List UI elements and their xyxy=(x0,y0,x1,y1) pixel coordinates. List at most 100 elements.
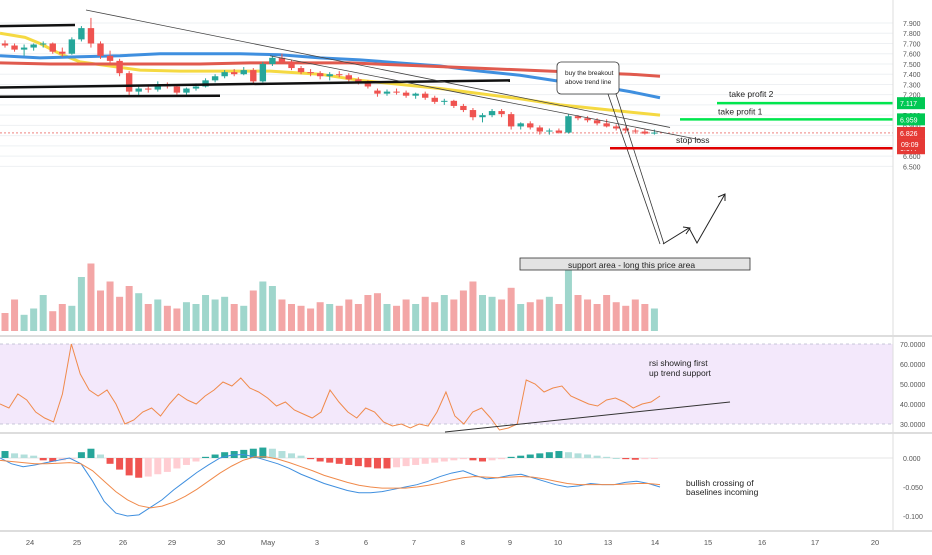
descending-trend-line[interactable] xyxy=(85,9,671,128)
candle-body[interactable] xyxy=(192,86,200,89)
candle-body[interactable] xyxy=(183,88,190,93)
candle-body[interactable] xyxy=(527,123,534,128)
candle-body[interactable] xyxy=(240,70,247,75)
candle-body[interactable] xyxy=(469,110,477,118)
rsi-axis-tick-label: 70.0000 xyxy=(900,342,925,349)
macd-signal-line[interactable] xyxy=(0,456,661,509)
volume-bar xyxy=(68,305,76,331)
volume-bar xyxy=(58,304,66,331)
candle-body[interactable] xyxy=(221,72,228,77)
macd-histogram-bar xyxy=(450,458,458,461)
price-pane[interactable]: buy the breakout above trend line support … xyxy=(0,9,932,337)
support-area-box[interactable] xyxy=(519,257,751,271)
candle-body[interactable] xyxy=(479,115,486,118)
candle-body[interactable] xyxy=(431,97,438,102)
candle-body[interactable] xyxy=(517,123,524,127)
candle-body[interactable] xyxy=(30,44,37,48)
candle-body[interactable] xyxy=(68,39,76,54)
price-axis-tick-label: 7.900 xyxy=(903,21,921,28)
candle-body[interactable] xyxy=(106,55,114,61)
macd-line[interactable] xyxy=(0,454,661,517)
candle-body[interactable] xyxy=(97,43,104,56)
rsi-trend-line[interactable] xyxy=(444,401,731,433)
candle-body[interactable] xyxy=(364,82,372,87)
macd-histogram-bar xyxy=(182,458,190,465)
candle-body[interactable] xyxy=(316,73,324,77)
candle-body[interactable] xyxy=(49,43,56,52)
candle-body[interactable] xyxy=(383,91,391,94)
price-label-text: 7.117 xyxy=(900,101,917,108)
candle-body[interactable] xyxy=(574,116,582,119)
candle-body[interactable] xyxy=(450,100,458,106)
macd-histogram-bar xyxy=(49,458,57,462)
candle-body[interactable] xyxy=(154,84,161,90)
volume-bar xyxy=(345,299,353,331)
candle-body[interactable] xyxy=(460,105,467,111)
candle-body[interactable] xyxy=(1,43,9,46)
candle-body[interactable] xyxy=(593,120,601,124)
candle-body[interactable] xyxy=(565,116,572,133)
candle-body[interactable] xyxy=(125,73,133,92)
price-axis-tick-label: 6.500 xyxy=(903,164,921,171)
candle-body[interactable] xyxy=(441,100,448,102)
candle-body[interactable] xyxy=(422,93,429,98)
candle-body[interactable] xyxy=(250,70,257,82)
candle-body[interactable] xyxy=(259,63,267,82)
candle-body[interactable] xyxy=(536,127,543,132)
candle-body[interactable] xyxy=(87,28,95,44)
candle-body[interactable] xyxy=(145,88,152,90)
candle-body[interactable] xyxy=(135,88,142,92)
candle-body[interactable] xyxy=(632,130,639,132)
candle-body[interactable] xyxy=(297,68,305,73)
candle-body[interactable] xyxy=(613,126,620,129)
price-axis-tick-label: 6.900 xyxy=(903,123,921,130)
candle-body[interactable] xyxy=(488,111,496,116)
rsi-line[interactable] xyxy=(0,343,661,431)
rsi-axis-tick-label: 30.0000 xyxy=(900,422,925,429)
drawn-trend-line[interactable] xyxy=(0,23,76,28)
candle-body[interactable] xyxy=(336,74,343,76)
candle-body[interactable] xyxy=(211,76,219,81)
candle-body[interactable] xyxy=(231,72,238,75)
candle-body[interactable] xyxy=(412,93,419,96)
descending-trend-line[interactable] xyxy=(269,55,701,141)
candle-body[interactable] xyxy=(173,86,181,93)
candle-body[interactable] xyxy=(288,61,295,69)
drawn-trend-line[interactable] xyxy=(0,94,221,98)
candle-body[interactable] xyxy=(507,114,515,127)
candle-body[interactable] xyxy=(269,57,276,64)
candle-body[interactable] xyxy=(20,47,28,50)
drawn-trend-line[interactable] xyxy=(0,79,511,89)
candle-body[interactable] xyxy=(78,28,85,40)
candle-body[interactable] xyxy=(40,43,47,45)
x-axis-tick-label: 13 xyxy=(604,538,612,547)
candle-body[interactable] xyxy=(622,128,629,131)
candle-body[interactable] xyxy=(555,130,563,133)
candle-body[interactable] xyxy=(402,92,410,96)
candle-body[interactable] xyxy=(355,79,362,83)
candle-body[interactable] xyxy=(374,90,381,94)
candle-body[interactable] xyxy=(278,57,286,62)
candle-body[interactable] xyxy=(651,132,658,134)
candle-body[interactable] xyxy=(11,45,18,50)
x-axis-tick-label: 17 xyxy=(811,538,819,547)
volume-bar xyxy=(593,304,601,331)
candle-body[interactable] xyxy=(345,75,352,80)
volume-bar xyxy=(202,295,210,331)
candle-body[interactable] xyxy=(393,91,400,93)
candle-body[interactable] xyxy=(584,118,591,121)
candle-body[interactable] xyxy=(116,60,123,74)
candle-body[interactable] xyxy=(641,131,649,134)
x-axis-tick-label: 6 xyxy=(364,538,368,547)
take-profit-2-label: take profit 2 xyxy=(729,89,774,99)
candle-body[interactable] xyxy=(498,111,505,115)
candle-body[interactable] xyxy=(546,130,553,132)
candle-body[interactable] xyxy=(326,74,333,77)
candle-body[interactable] xyxy=(59,51,66,54)
candle-body[interactable] xyxy=(307,72,314,74)
candle-body[interactable] xyxy=(603,123,610,127)
